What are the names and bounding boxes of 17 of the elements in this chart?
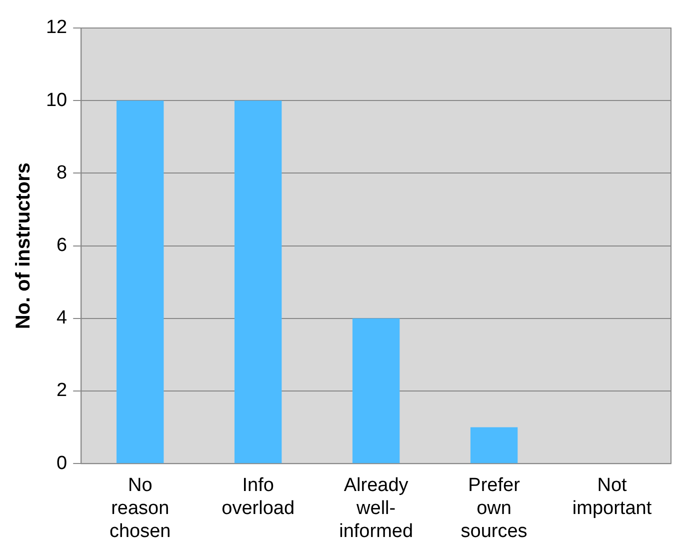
y-tick-label: 0	[56, 452, 68, 474]
x-tick-label: Already well-informed	[339, 475, 414, 542]
y-tick-label: 8	[56, 162, 68, 184]
y-tick-label: 2	[56, 380, 68, 402]
bar	[116, 100, 164, 464]
bar	[470, 427, 518, 464]
bar	[352, 318, 400, 464]
x-tick-label: Not important	[572, 475, 652, 520]
y-tick-label: 4	[56, 308, 68, 329]
x-tick-label: Prefer own sources	[460, 475, 528, 542]
y-tick-label: 6	[56, 235, 68, 256]
y-axis-title: No. of instructors	[12, 162, 35, 330]
x-tick-label: No reason chosen	[109, 475, 171, 542]
x-tick-label: Info overload	[222, 475, 295, 520]
y-tick-label: 10	[46, 90, 68, 111]
bar	[234, 100, 282, 464]
y-tick-label: 12	[46, 17, 68, 38]
